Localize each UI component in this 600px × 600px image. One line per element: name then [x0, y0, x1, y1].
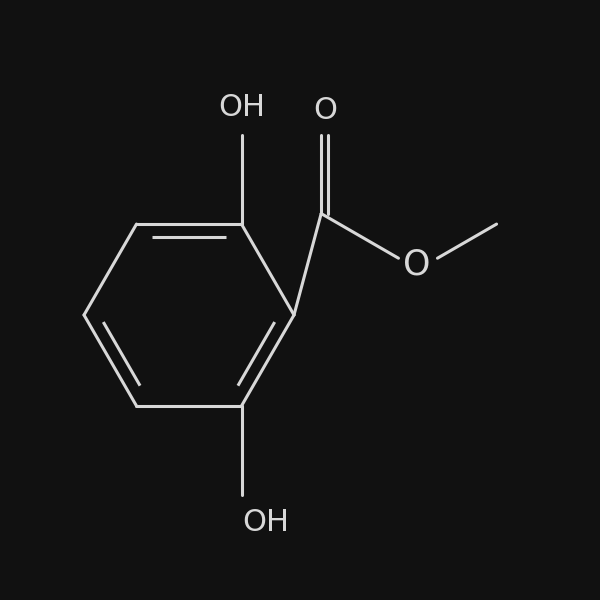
Text: OH: OH: [218, 94, 265, 122]
Text: O: O: [403, 247, 430, 281]
Text: O: O: [313, 97, 337, 125]
Text: OH: OH: [242, 508, 289, 536]
